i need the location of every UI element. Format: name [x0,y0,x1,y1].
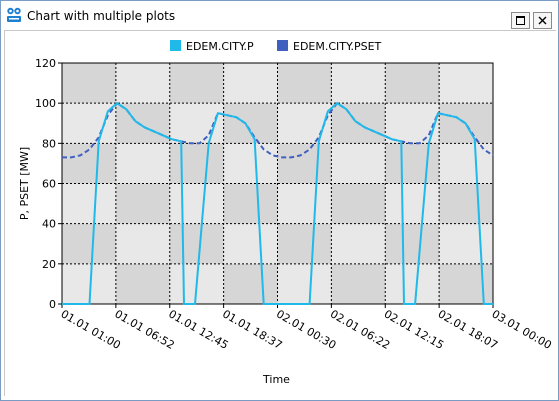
plot-band-cell [439,263,493,304]
plot-area-frame [4,30,556,396]
title-bar[interactable]: Chart with multiple plots [1,1,558,30]
y-tick-label: 120 [35,57,56,70]
y-tick-label: 0 [49,298,56,311]
x-tick-label: 02.01 06:22 [328,307,392,352]
plot-band-cell [62,183,116,224]
close-button[interactable] [533,12,552,29]
plot-band-cell [223,263,278,304]
close-icon [538,12,547,30]
plot-band-cell [277,263,332,304]
plot-band-cell [277,103,332,144]
plot-band-cell [385,143,440,184]
plot-band-cell [385,183,440,224]
legend-label: EDEM.CITY.P [186,40,254,53]
x-tick-label: 02.01 18:07 [436,307,500,352]
plot-band-cell [277,223,332,264]
plot-band-cell [331,223,386,264]
plot-band-cell [331,263,386,304]
y-tick-label: 60 [42,178,56,191]
maximize-button[interactable] [511,12,530,29]
plot-band-cell [115,223,170,264]
plot-band-cell [331,63,386,104]
y-tick-label: 40 [42,218,56,231]
plot-band-cell [331,183,386,224]
plot-band-cell [115,103,170,144]
y-axis-label: P, PSET [MW] [18,147,31,220]
legend-swatch [277,40,288,51]
plot-band-cell [439,63,493,104]
plot-band-cell [223,223,278,264]
x-axis-label: Time [262,373,290,386]
x-tick-label: 01.01 18:37 [220,307,284,352]
plot-band-cell [115,263,170,304]
maximize-icon [516,12,525,30]
plot-band-cell [169,63,224,104]
series-layer [62,102,494,305]
y-tick-label: 100 [35,97,56,110]
x-tick-label: 02.01 00:30 [274,307,338,352]
plot-band-cell [62,103,116,144]
legend-swatch [170,40,181,51]
plot-band-cell [385,63,440,104]
plot-band-cell [223,143,278,184]
plot-band-cell [331,143,386,184]
plot-band-cell [115,63,170,104]
y-tick-label: 20 [42,258,56,271]
y-axis-ticks: 0 20 40 60 80 100 120 [35,57,62,311]
app-logo-icon [6,6,22,24]
plot-band-cell [169,183,224,224]
plot-band-cell [385,223,440,264]
plot-band-cell [439,223,493,264]
plot-band-cell [277,63,332,104]
x-tick-label: 02.01 12:15 [382,307,446,352]
plot-band-cell [277,143,332,184]
x-tick-label: 03.01 00:00 [490,307,554,352]
series-line-edem-city-p [62,102,493,305]
plot-band-cell [277,183,332,224]
plot-band-cell [223,103,278,144]
plot-band-cell [223,63,278,104]
plot-band-cell [439,183,493,224]
x-tick-label: 01.01 01:00 [59,307,123,352]
legend-label: EDEM.CITY.PSET [293,40,382,53]
plot-band-cell [62,63,116,104]
window-title: Chart with multiple plots [27,9,176,23]
x-tick-label: 01.01 12:45 [166,307,230,352]
legend: EDEM.CITY.P EDEM.CITY.PSET [170,40,382,53]
x-tick-label: 01.01 06:52 [112,307,176,352]
plot-band-cell [115,183,170,224]
plot-band-cell [223,183,278,224]
y-tick-label: 80 [42,137,56,150]
plot-band-cell [62,223,116,264]
plot-band-cell [439,143,493,184]
plot-band-cell [169,223,224,264]
plot-band-cell [385,263,440,304]
plot-band-cell [169,143,224,184]
plot-band-cell [62,143,116,184]
plot-band-cell [115,143,170,184]
